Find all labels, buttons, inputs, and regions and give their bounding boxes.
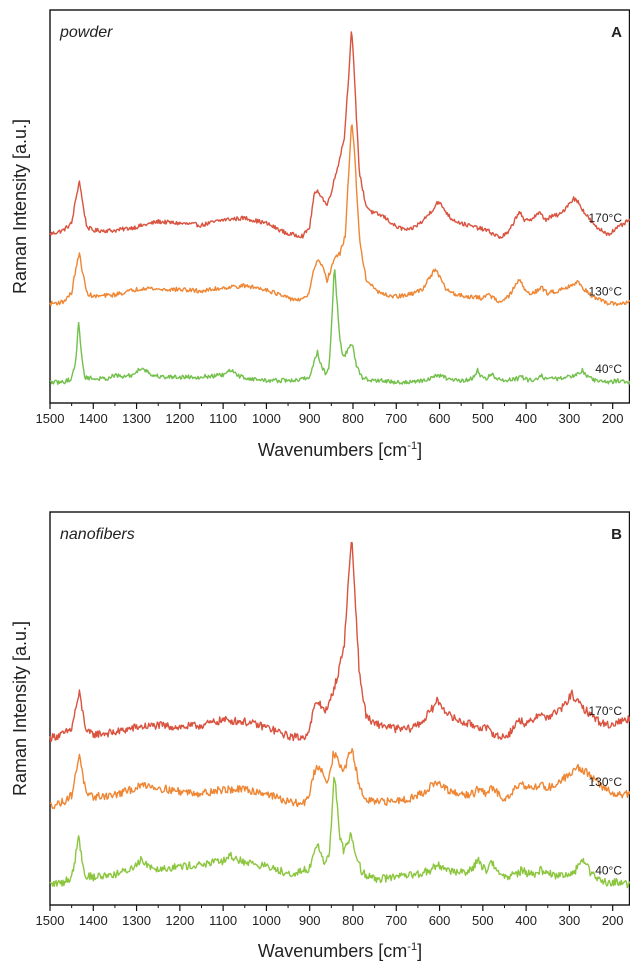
series-label: 170°C xyxy=(589,211,623,225)
x-tick-label: 500 xyxy=(472,913,494,928)
x-tick-label: 400 xyxy=(515,411,537,426)
panel-letter: B xyxy=(611,526,622,543)
x-axis-title-exponent: -1 xyxy=(407,440,417,452)
x-tick-label: 300 xyxy=(559,913,581,928)
x-tick-label: 700 xyxy=(385,913,407,928)
x-tick-label: 800 xyxy=(342,411,364,426)
x-axis-title-close: ] xyxy=(417,941,422,961)
x-tick-label: 200 xyxy=(602,913,624,928)
x-tick-label: 1500 xyxy=(36,913,65,928)
x-tick-label: 1300 xyxy=(122,913,151,928)
series-line-40C xyxy=(49,269,630,385)
x-tick-label: 800 xyxy=(342,913,364,928)
series-label: 40°C xyxy=(595,362,622,376)
plot-frame xyxy=(49,9,630,404)
panel-annotation: nanofibers xyxy=(60,526,135,543)
y-axis-title: Raman Intensity [a.u.] xyxy=(10,621,30,796)
x-tick-label: 1200 xyxy=(165,411,194,426)
plot-frame xyxy=(49,511,630,906)
y-axis-title: Raman Intensity [a.u.] xyxy=(10,119,30,294)
x-tick-label: 500 xyxy=(472,411,494,426)
x-tick-label: 1400 xyxy=(79,411,108,426)
series-label: 40°C xyxy=(595,864,622,878)
series-line-130C xyxy=(49,124,630,307)
x-axis-title-main: Wavenumbers [cm xyxy=(258,941,407,961)
x-tick-label: 700 xyxy=(385,411,407,426)
x-tick-label: 1100 xyxy=(209,913,237,928)
series-label: 170°C xyxy=(589,704,623,718)
x-tick-label: 900 xyxy=(299,913,321,928)
x-axis-title-main: Wavenumbers [cm xyxy=(258,440,407,460)
panel-letter: A xyxy=(611,24,622,41)
x-axis-title-close: ] xyxy=(417,440,422,460)
series-label: 130°C xyxy=(589,775,623,789)
panel-B: 170°C 130°C 40°C nanofibers B 1500 1400 1300 120… xyxy=(10,511,630,961)
x-axis-title-exponent: -1 xyxy=(407,941,417,953)
series-line-40C xyxy=(49,776,630,889)
series-line-170C xyxy=(49,31,630,239)
x-tick-label: 1500 xyxy=(36,411,65,426)
panel-annotation: powder xyxy=(59,24,113,41)
x-tick-label: 1300 xyxy=(122,411,151,426)
x-tick-label: 900 xyxy=(299,411,321,426)
x-tick-label: 1000 xyxy=(252,913,281,928)
x-tick-label: 1400 xyxy=(79,913,108,928)
x-tick-label: 400 xyxy=(515,913,537,928)
x-tick-label: 600 xyxy=(429,913,451,928)
x-tick-label: 1200 xyxy=(165,913,194,928)
x-axis-title: Wavenumbers [cm-1] xyxy=(258,440,422,460)
x-tick-label: 1000 xyxy=(252,411,281,426)
x-tick-label: 600 xyxy=(429,411,451,426)
x-tick-label: 300 xyxy=(559,411,581,426)
series-line-170C xyxy=(49,541,630,743)
x-tick-label: 200 xyxy=(602,411,624,426)
series-line-130C xyxy=(49,748,630,810)
x-tick-label: 1100 xyxy=(209,411,237,426)
panel-A: 170°C 130°C 40°C powder A 1500 1400 1300 1200 110… xyxy=(10,9,630,460)
x-axis-title: Wavenumbers [cm-1] xyxy=(258,941,422,961)
series-label: 130°C xyxy=(589,285,623,299)
